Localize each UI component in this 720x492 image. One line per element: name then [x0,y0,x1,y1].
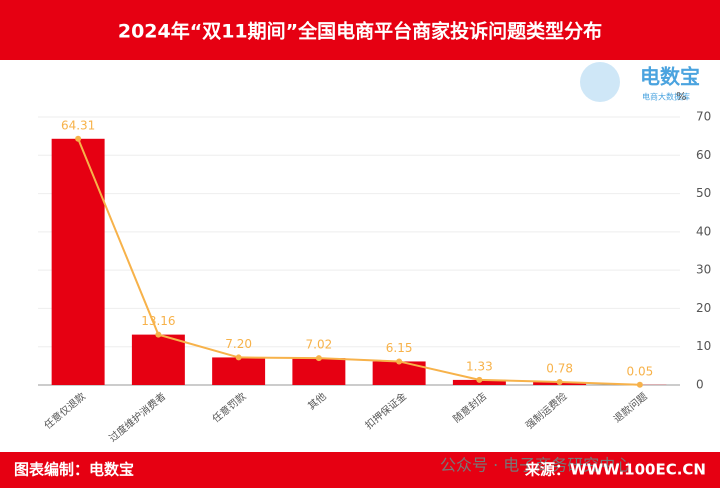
logo-icon [580,62,620,102]
x-tick-label: 任意罚款 [209,390,248,426]
value-label: 0.78 [546,362,573,376]
x-tick-label: 任意仅退款 [41,390,88,432]
y-tick-label: 70 [696,110,711,124]
x-tick-label: 扣押保证金 [362,390,409,432]
value-label: 64.31 [61,118,95,132]
y-tick-label: 60 [696,148,711,162]
bar [52,139,105,385]
logo-name: 电数宝 [640,65,700,89]
trend-point [155,332,161,338]
y-tick-label: 20 [696,301,711,315]
y-tick-label: 40 [696,224,711,238]
y-tick-label: 10 [696,339,711,353]
trend-point [316,355,322,361]
bar [292,358,345,385]
y-tick-label: 30 [696,263,711,277]
trend-point [236,354,242,360]
trend-point [637,382,643,388]
x-tick-label: 随意封店 [450,390,489,426]
trend-point [557,379,563,385]
value-label: 0.05 [627,364,654,378]
y-tick-label: 0 [696,378,704,392]
x-tick-label: 其他 [305,390,329,413]
footer-right: 来源：WWW.100EC.CN [524,461,706,479]
trend-point [75,136,81,142]
y-tick-label: 50 [696,186,711,200]
value-label: 13.16 [141,314,175,328]
bar [132,335,185,385]
trend-point [476,377,482,383]
bar [212,357,265,385]
y-unit: % [676,90,686,103]
value-label: 7.02 [306,338,333,352]
value-label: 7.20 [225,337,252,351]
x-tick-label: 退款问题 [611,390,650,426]
x-tick-label: 强制运费险 [523,390,570,432]
value-label: 6.15 [386,341,413,355]
x-tick-label: 过度维护消费者 [106,390,168,445]
value-label: 1.33 [466,359,493,373]
footer-left: 图表编制：电数宝 [14,461,134,479]
trend-point [396,358,402,364]
chart-title: 2024年“双11期间”全国电商平台商家投诉问题类型分布 [118,20,602,43]
